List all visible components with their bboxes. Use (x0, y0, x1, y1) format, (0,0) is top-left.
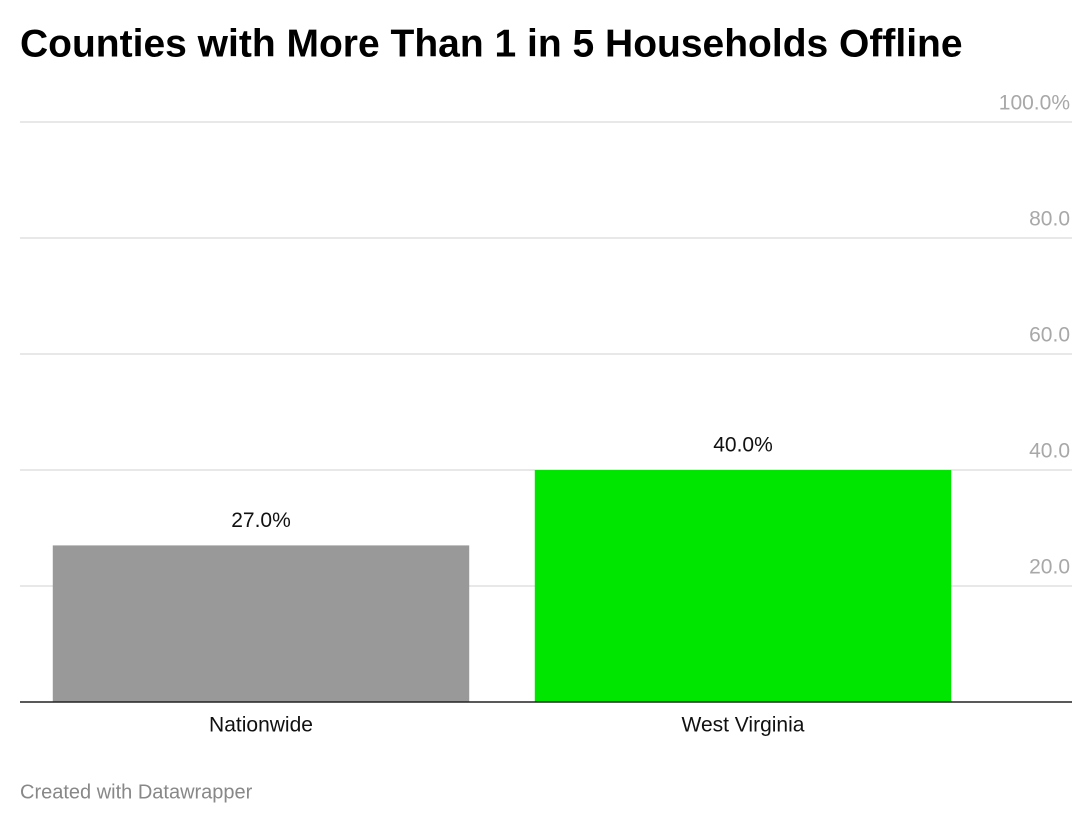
value-label: 40.0% (713, 434, 773, 457)
y-tick-label: 40.0 (1029, 440, 1070, 463)
x-tick-label: Nationwide (209, 714, 313, 737)
value-label: 27.0% (231, 509, 291, 532)
bar (52, 545, 470, 702)
y-tick-label: 80.0 (1029, 208, 1070, 231)
bar (534, 470, 952, 702)
x-tick-label: West Virginia (682, 714, 805, 737)
chart-title: Counties with More Than 1 in 5 Household… (20, 22, 963, 65)
footer: Created with Datawrapper (20, 781, 253, 803)
y-tick-label: 60.0 (1029, 324, 1070, 347)
y-tick-label: 100.0% (999, 92, 1070, 115)
y-tick-label: 20.0 (1029, 556, 1070, 579)
